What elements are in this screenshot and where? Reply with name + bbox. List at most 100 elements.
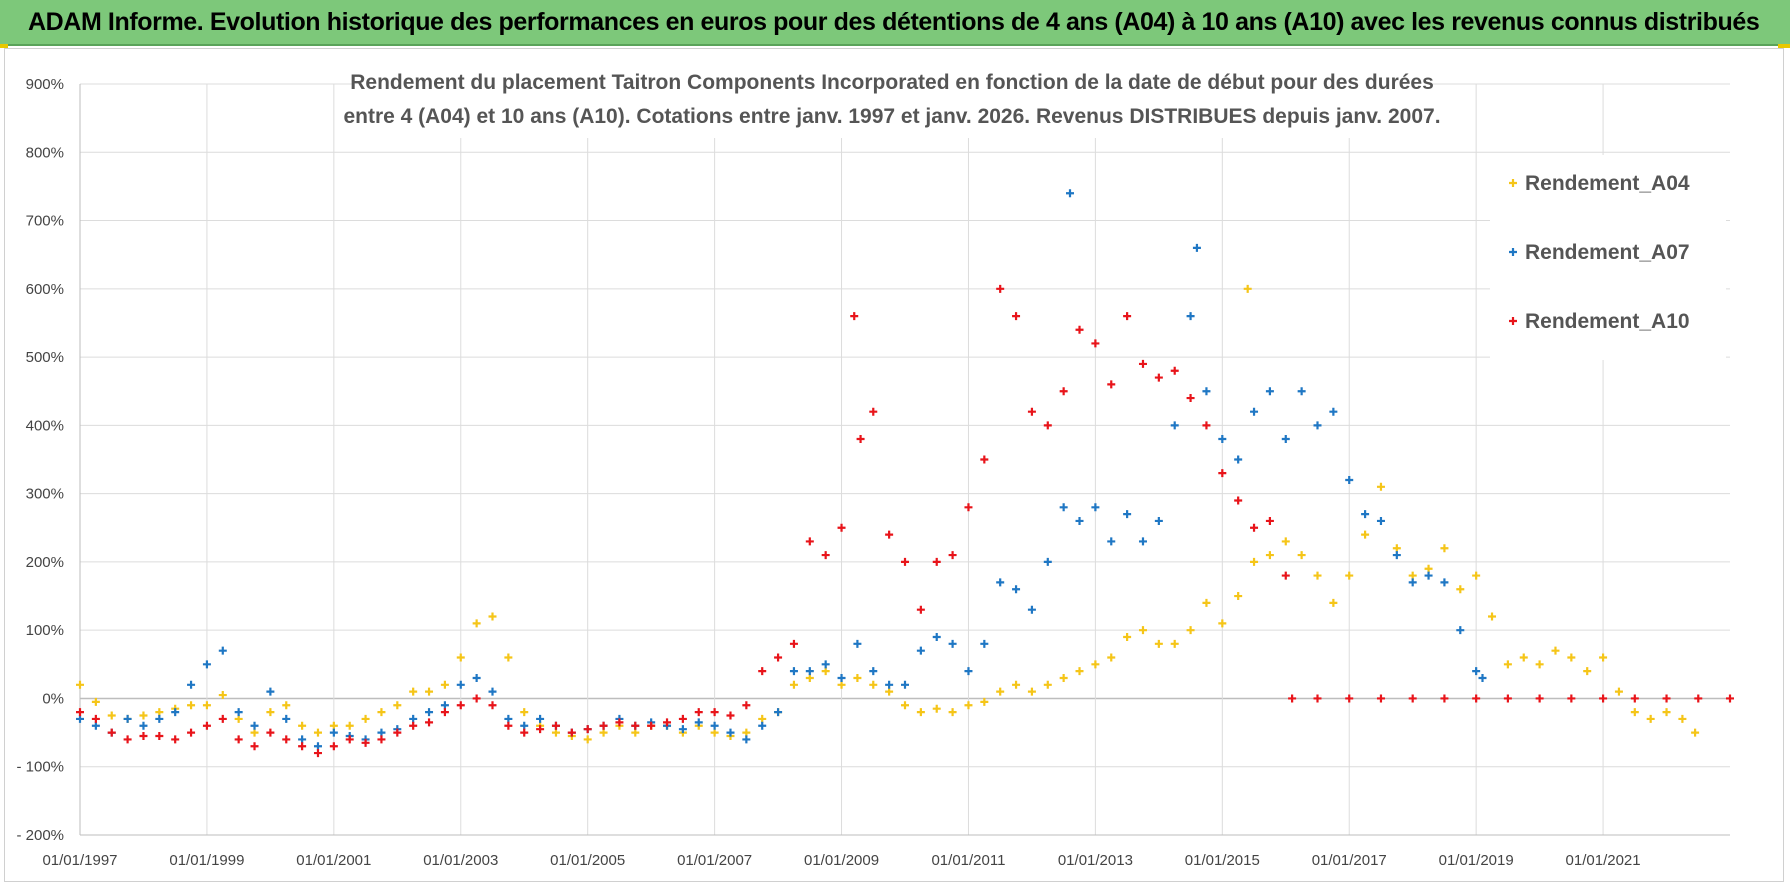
data-point bbox=[472, 673, 481, 682]
data-point bbox=[1123, 312, 1132, 321]
data-point bbox=[202, 721, 211, 730]
data-point bbox=[599, 721, 608, 730]
data-point bbox=[615, 718, 624, 727]
data-point bbox=[440, 680, 449, 689]
x-tick-label: 01/01/1997 bbox=[42, 852, 117, 869]
y-tick-label: 100% bbox=[26, 622, 64, 639]
data-point bbox=[1662, 694, 1671, 703]
data-point bbox=[1440, 544, 1449, 553]
data-point bbox=[758, 721, 767, 730]
data-point bbox=[1567, 694, 1576, 703]
data-point bbox=[1313, 421, 1322, 430]
data-point bbox=[1107, 537, 1116, 546]
data-point bbox=[1202, 421, 1211, 430]
data-point bbox=[1535, 660, 1544, 669]
data-point bbox=[1012, 680, 1021, 689]
data-point bbox=[631, 721, 640, 730]
data-point bbox=[789, 680, 798, 689]
legend-background bbox=[1490, 155, 1726, 360]
data-point bbox=[551, 721, 560, 730]
data-point bbox=[821, 667, 830, 676]
data-point bbox=[1012, 585, 1021, 594]
data-point bbox=[472, 619, 481, 628]
data-point bbox=[1059, 387, 1068, 396]
data-point bbox=[488, 687, 497, 696]
data-point bbox=[1440, 578, 1449, 587]
data-point bbox=[1503, 694, 1512, 703]
data-point bbox=[885, 530, 894, 539]
data-point bbox=[202, 660, 211, 669]
data-point bbox=[1202, 387, 1211, 396]
data-point bbox=[155, 732, 164, 741]
data-point bbox=[901, 680, 909, 689]
data-point bbox=[599, 728, 608, 737]
data-point bbox=[1202, 598, 1211, 607]
corner-accent-right bbox=[1778, 44, 1790, 48]
data-point bbox=[583, 725, 592, 734]
data-point bbox=[282, 714, 291, 723]
data-point bbox=[948, 708, 957, 717]
data-point bbox=[1329, 598, 1338, 607]
data-point bbox=[1027, 605, 1036, 614]
data-point bbox=[1154, 373, 1163, 382]
data-point bbox=[932, 704, 941, 713]
data-point bbox=[1218, 435, 1227, 444]
data-point bbox=[1250, 523, 1259, 532]
data-point bbox=[1043, 557, 1052, 566]
data-point bbox=[996, 284, 1005, 293]
data-point bbox=[710, 708, 719, 717]
data-point bbox=[1123, 633, 1132, 642]
y-tick-label: 900% bbox=[26, 76, 64, 93]
legend: Rendement_A04 Rendement_A07 Rendement_A10 bbox=[1490, 155, 1726, 360]
data-point bbox=[456, 653, 465, 662]
y-tick-label: - 200% bbox=[16, 827, 64, 844]
x-tick-label: 01/01/2011 bbox=[931, 852, 1005, 869]
data-point bbox=[1027, 407, 1036, 416]
data-point bbox=[1630, 708, 1639, 717]
data-point bbox=[742, 735, 751, 744]
data-point bbox=[742, 701, 751, 710]
data-point bbox=[805, 673, 814, 682]
data-point bbox=[139, 721, 148, 730]
data-point bbox=[536, 725, 545, 734]
data-point bbox=[139, 732, 148, 741]
data-point bbox=[631, 728, 640, 737]
data-point bbox=[1186, 312, 1195, 321]
data-point bbox=[1345, 475, 1354, 484]
y-tick-label: - 100% bbox=[16, 759, 64, 776]
data-point bbox=[1519, 653, 1528, 662]
data-point bbox=[1123, 510, 1132, 519]
data-point bbox=[1424, 571, 1433, 580]
data-point bbox=[393, 701, 402, 710]
data-point bbox=[91, 697, 100, 706]
data-point bbox=[1281, 537, 1290, 546]
y-tick-label: 800% bbox=[26, 144, 64, 161]
chart-frame bbox=[4, 48, 1784, 882]
data-point bbox=[1027, 687, 1036, 696]
data-point bbox=[218, 646, 227, 655]
legend-marker bbox=[1509, 179, 1517, 187]
data-point bbox=[1091, 503, 1100, 512]
x-tick-label: 01/01/2003 bbox=[423, 852, 498, 869]
data-point bbox=[1043, 421, 1052, 430]
data-point bbox=[1392, 551, 1401, 560]
x-tick-label: 01/01/2015 bbox=[1185, 852, 1260, 869]
data-point bbox=[1281, 571, 1290, 580]
data-point bbox=[1243, 284, 1252, 293]
data-points bbox=[76, 189, 1734, 758]
data-point bbox=[313, 749, 322, 758]
data-point bbox=[155, 708, 164, 717]
data-point bbox=[1599, 653, 1608, 662]
data-point bbox=[1726, 694, 1734, 703]
data-point bbox=[774, 708, 783, 717]
data-point bbox=[964, 701, 973, 710]
data-point bbox=[789, 667, 798, 676]
data-point bbox=[488, 612, 497, 621]
data-point bbox=[1678, 714, 1687, 723]
data-point bbox=[187, 728, 196, 737]
data-point bbox=[520, 708, 529, 717]
data-point bbox=[551, 728, 560, 737]
data-point bbox=[345, 721, 354, 730]
data-point bbox=[1091, 660, 1100, 669]
data-point bbox=[1329, 407, 1338, 416]
